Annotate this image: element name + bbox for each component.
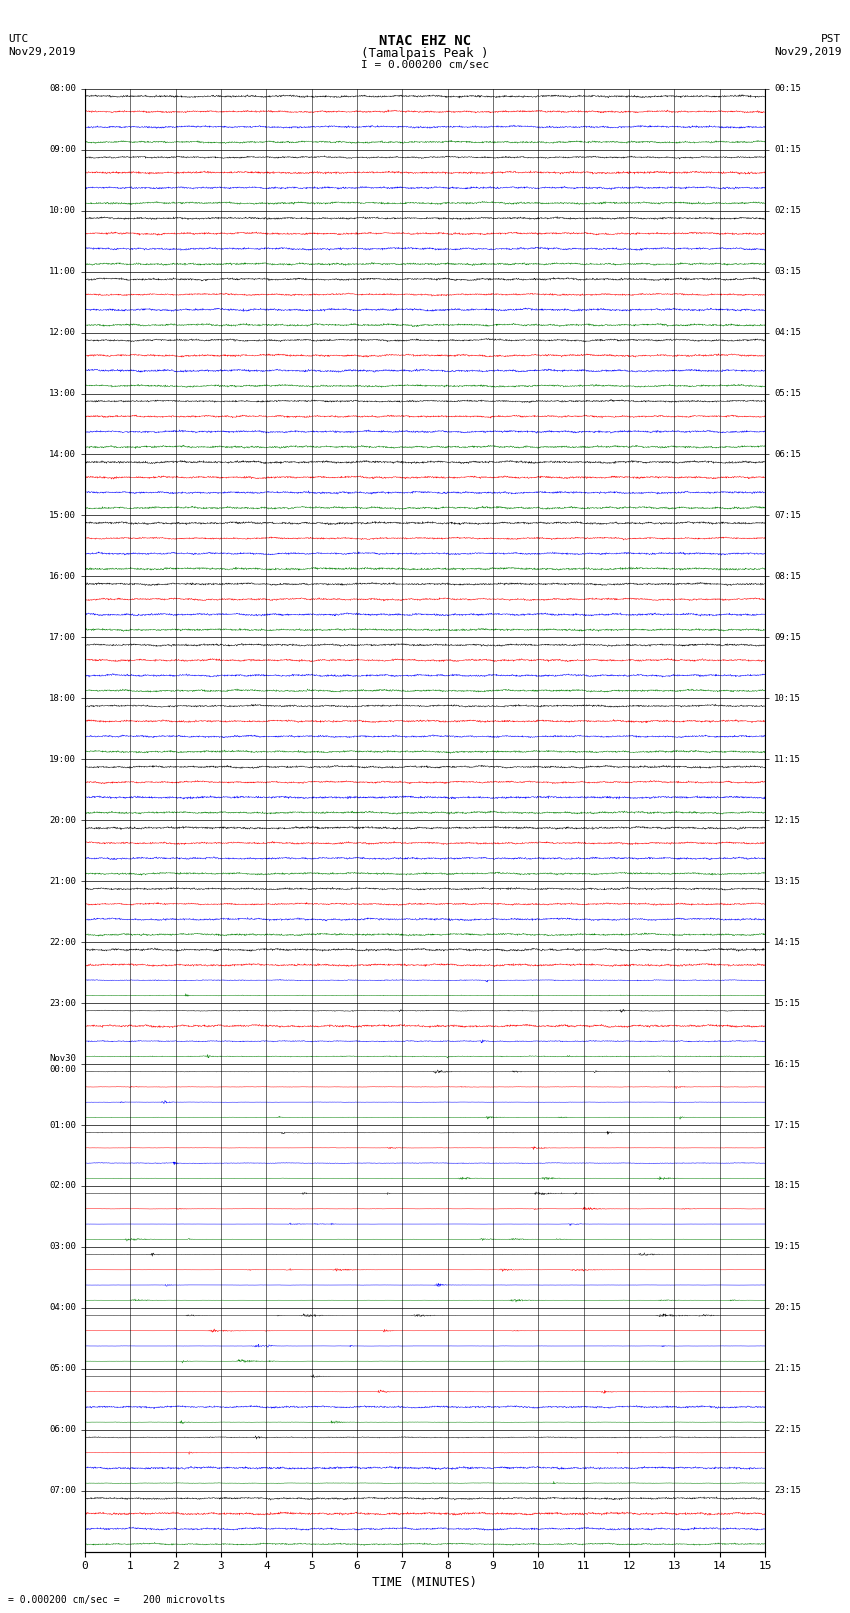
Text: I = 0.000200 cm/sec: I = 0.000200 cm/sec (361, 60, 489, 69)
Text: = 0.000200 cm/sec =    200 microvolts: = 0.000200 cm/sec = 200 microvolts (8, 1595, 226, 1605)
Text: PST: PST (821, 34, 842, 44)
Text: Nov29,2019: Nov29,2019 (8, 47, 76, 56)
Text: Nov29,2019: Nov29,2019 (774, 47, 842, 56)
Text: UTC: UTC (8, 34, 29, 44)
Text: (Tamalpais Peak ): (Tamalpais Peak ) (361, 47, 489, 60)
X-axis label: TIME (MINUTES): TIME (MINUTES) (372, 1576, 478, 1589)
Text: NTAC EHZ NC: NTAC EHZ NC (379, 34, 471, 48)
